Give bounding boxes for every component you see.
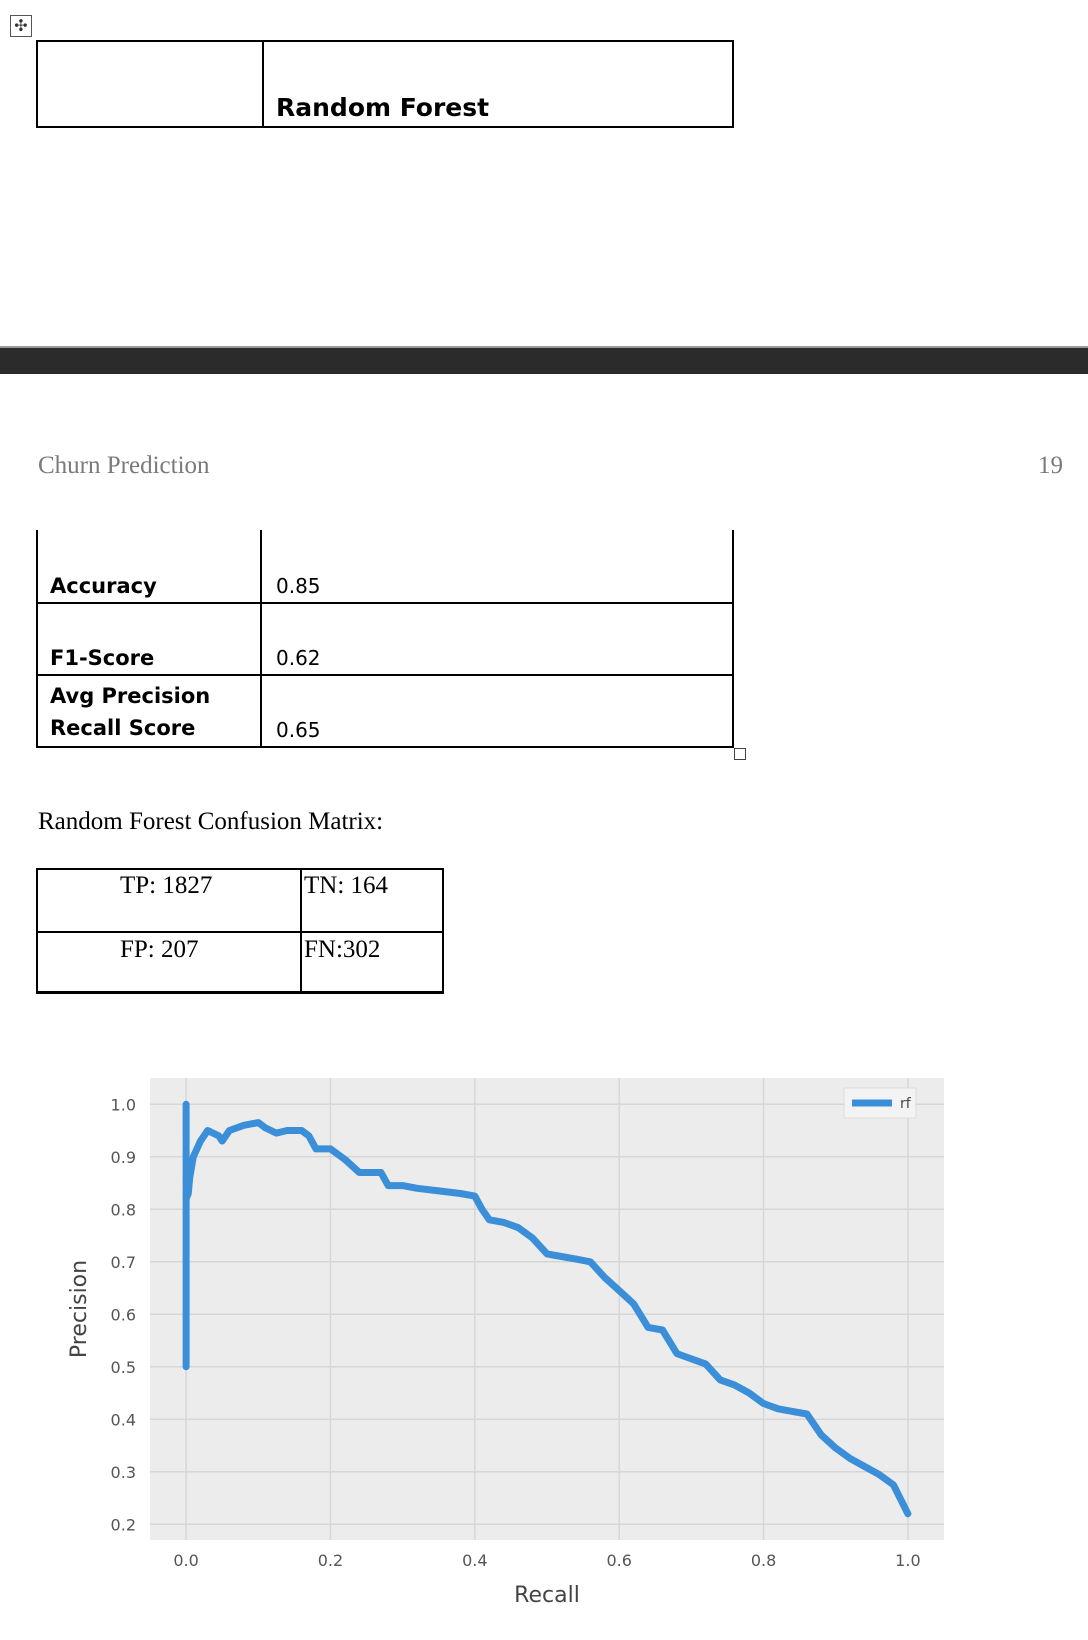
x-tick-label: 0.2: [318, 1551, 343, 1570]
metric-label-avg-precision: Avg Precision: [50, 684, 211, 708]
y-tick-label: 0.8: [111, 1200, 136, 1219]
series-line-rf: [182, 1100, 912, 1518]
x-axis-label: Recall: [514, 1583, 580, 1608]
cm-cell-tp: TP: 1827: [120, 872, 213, 899]
y-axis-label: Precision: [67, 1260, 92, 1358]
y-tick-label: 0.5: [111, 1358, 136, 1377]
table-border-top: [36, 868, 444, 870]
table-border-right: [442, 868, 444, 994]
row-divider: [36, 746, 734, 748]
confusion-matrix-title: Random Forest Confusion Matrix:: [38, 808, 384, 835]
table-divider: [300, 868, 302, 994]
cm-cell-fn: FN:302: [304, 936, 381, 963]
cm-cell-fp: FP: 207: [120, 936, 199, 963]
table-move-icon[interactable]: ✣: [10, 15, 32, 37]
precision-recall-chart: 0.0 0.2 0.4 0.6 0.8 1.0 0.2 0.3 0.4 0.5 0.6 0.7 0.8 0…: [67, 1078, 944, 1608]
table-resize-handle[interactable]: [734, 748, 746, 760]
page-break-band: [0, 346, 1088, 374]
model-name-header: Random Forest: [276, 93, 490, 122]
y-tick-label: 0.2: [111, 1515, 136, 1534]
metric-value-accuracy: 0.85: [276, 574, 321, 598]
metric-label-f1: F1-Score: [50, 646, 155, 670]
x-tick-label: 0.6: [606, 1551, 631, 1570]
metrics-table: Accuracy 0.85 F1-Score 0.62 Avg Precisio…: [36, 530, 734, 748]
table-border-bottom: [36, 991, 444, 994]
row-divider: [36, 674, 734, 676]
y-tick-label: 0.6: [111, 1305, 136, 1324]
table-border-left: [36, 530, 38, 748]
metric-label-accuracy: Accuracy: [50, 574, 157, 598]
x-tick-label: 0.4: [462, 1551, 487, 1570]
metric-label-recall-score: Recall Score: [50, 716, 196, 740]
row-divider: [36, 602, 734, 604]
table-border-right: [732, 530, 734, 748]
y-tick-label: 1.0: [111, 1095, 136, 1114]
table-border-left: [36, 868, 38, 994]
model-name-table: Random Forest: [36, 40, 734, 128]
y-tick-label: 0.7: [111, 1253, 136, 1272]
legend-label: rf: [900, 1096, 912, 1112]
row-divider: [36, 931, 444, 933]
y-tick-label: 0.9: [111, 1148, 136, 1167]
x-tick-label: 1.0: [895, 1551, 920, 1570]
x-tick-label: 0.8: [751, 1551, 776, 1570]
y-tick-label: 0.3: [111, 1463, 136, 1482]
y-tick-label: 0.4: [111, 1410, 136, 1429]
metric-value-f1: 0.62: [276, 646, 321, 670]
table-divider: [260, 530, 262, 748]
table-divider: [262, 42, 264, 126]
page-number: 19: [1038, 452, 1063, 479]
confusion-matrix-table: TP: 1827 TN: 164 FP: 207 FN:302: [36, 868, 444, 994]
running-header-title: Churn Prediction: [38, 452, 210, 479]
x-tick-label: 0.0: [173, 1551, 198, 1570]
cm-cell-tn: TN: 164: [304, 872, 389, 899]
plot-area: [150, 1078, 944, 1540]
metric-value-avg-precision-recall: 0.65: [276, 718, 321, 742]
